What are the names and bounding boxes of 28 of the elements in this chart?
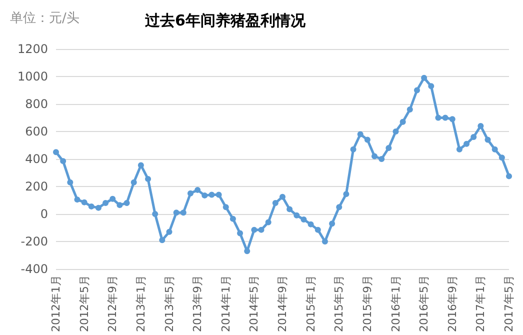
x-tick-label: 2016年9月 xyxy=(446,275,459,332)
x-tick-label: 2013年5月 xyxy=(162,275,176,332)
y-tick-label: 600 xyxy=(25,124,48,139)
chart-title: 过去6年间养猪盈利情况 xyxy=(144,12,306,30)
x-tick-label: 2014年1月 xyxy=(219,275,232,332)
x-tick-label: 2013年1月 xyxy=(134,275,148,332)
x-tick-label: 2017年1月 xyxy=(474,275,488,332)
y-tick-label: 1200 xyxy=(17,42,48,56)
x-tick-label: 2012年1月 xyxy=(50,275,62,332)
y-tick-label: -200 xyxy=(20,234,48,249)
x-tick-label: 2012年5月 xyxy=(78,275,91,332)
x-tick-label: 2012年9月 xyxy=(106,275,120,332)
x-tick-label: 2015年9月 xyxy=(360,275,374,332)
y-tick-label: 400 xyxy=(25,152,48,166)
x-tick-label: 2015年5月 xyxy=(332,275,346,332)
text: 单位：元/头 xyxy=(10,11,80,26)
y-tick-label: 200 xyxy=(25,180,48,194)
y-tick-label: 800 xyxy=(25,97,48,111)
x-tick-label: 2013年9月 xyxy=(191,275,204,332)
x-tick-label: 2014年9月 xyxy=(276,275,289,332)
y-tick-label: 1000 xyxy=(17,70,48,84)
y-tick-label: 0 xyxy=(40,207,48,222)
x-tick-label: 2017年5月 xyxy=(502,275,516,332)
x-tick-label: 2014年5月 xyxy=(248,275,261,332)
x-tick-label: 2016年1月 xyxy=(389,275,402,332)
x-tick-label: 2015年1月 xyxy=(304,275,318,332)
x-tick-label: 2016年5月 xyxy=(418,275,431,332)
y-tick-label: -400 xyxy=(20,262,48,276)
